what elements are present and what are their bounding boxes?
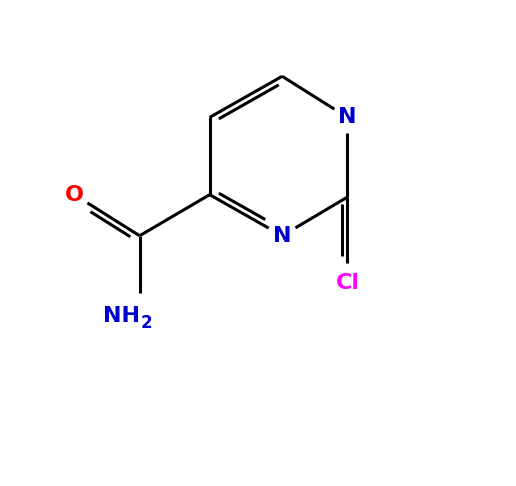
Text: NH: NH [103,307,140,327]
Text: N: N [338,107,357,127]
Text: O: O [65,185,84,205]
Text: 2: 2 [140,314,152,332]
Text: Cl: Cl [335,273,360,293]
Text: N: N [273,226,292,246]
